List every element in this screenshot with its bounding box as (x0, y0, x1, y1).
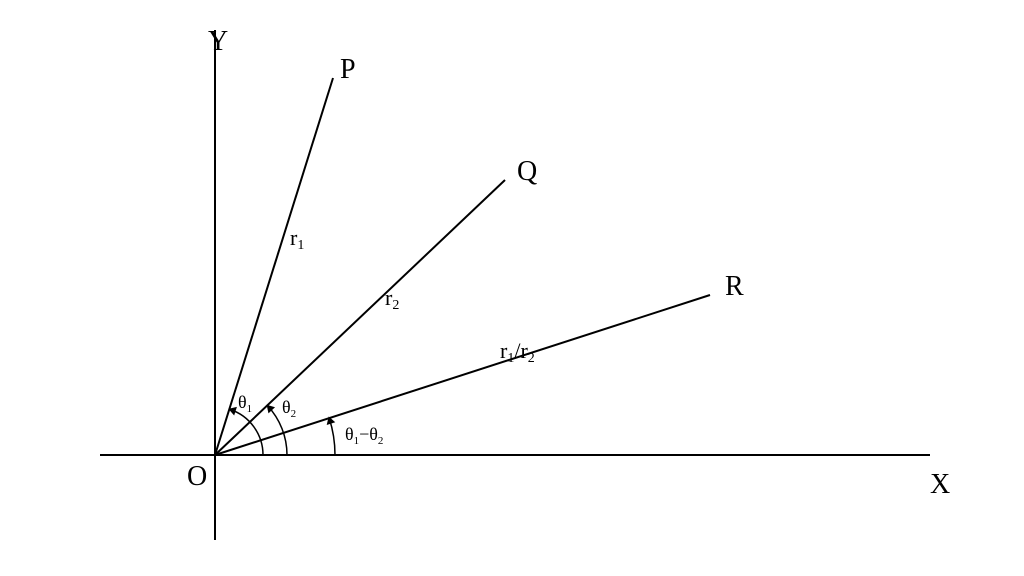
angle-label-theta2: θ2 (282, 397, 296, 420)
ray-R-end-label: R (725, 271, 744, 302)
angle-label-theta_diff: θ1−θ2 (345, 424, 383, 447)
ray-P-end-label: P (340, 54, 356, 85)
ray-Q-end-label: Q (517, 156, 537, 187)
ray-Q-mid-label: r2 (385, 285, 399, 313)
ray-R (215, 295, 710, 455)
angle-arc-theta_diff (329, 418, 335, 455)
polar-diagram: X Y O Pr1 Qr2 Rr1/r2 θ1 θ2 θ1−θ2 (0, 0, 1024, 576)
angle-label-theta1: θ1 (238, 392, 252, 415)
origin-label: O (187, 461, 207, 492)
y-axis-label: Y (208, 26, 228, 57)
ray-R-mid-label: r1/r2 (500, 338, 535, 366)
x-axis-label: X (930, 469, 950, 500)
ray-P-mid-label: r1 (290, 225, 304, 253)
